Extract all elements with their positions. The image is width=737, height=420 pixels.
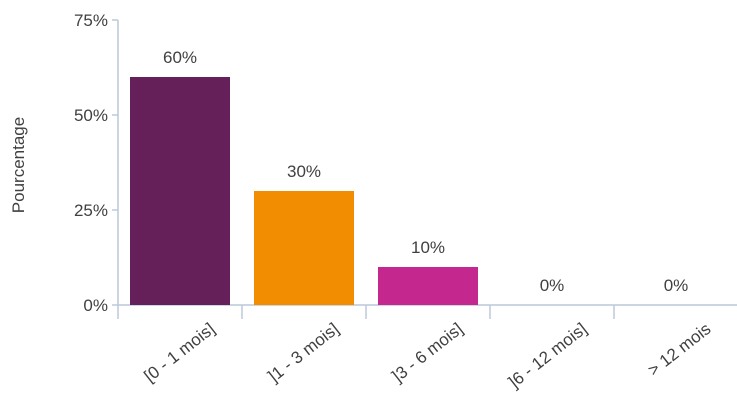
x-category-label: [0 - 1 mois] — [140, 319, 218, 386]
x-axis-labels: [0 - 1 mois] ]1 - 3 mois] ]3 - 6 mois] ]6 -… — [140, 319, 714, 392]
bar-value-label: 30% — [287, 162, 321, 181]
data-labels: 60% 30% 10% 0% 0% — [163, 48, 688, 295]
x-category-label: ]3 - 6 mois] — [388, 319, 466, 386]
bar-value-label: 0% — [664, 276, 689, 295]
x-category-label: ]6 - 12 mois] — [505, 319, 590, 392]
bar — [130, 77, 230, 305]
x-axis-ticks — [117, 305, 615, 319]
bars — [130, 77, 478, 305]
y-tick-label: 0% — [83, 296, 108, 315]
x-category-label: ]1 - 3 mois] — [264, 319, 342, 386]
bar — [378, 267, 478, 305]
x-category-label: > 12 mois — [644, 319, 714, 380]
bar — [254, 191, 354, 305]
y-tick-label: 75% — [74, 11, 108, 30]
bar-value-label: 10% — [411, 238, 445, 257]
bar-value-label: 0% — [540, 276, 565, 295]
y-tick-label: 25% — [74, 201, 108, 220]
y-axis-title: Pourcentage — [9, 117, 28, 213]
bar-value-label: 60% — [163, 48, 197, 67]
y-axis-ticks: 0% 25% 50% 75% — [74, 11, 118, 315]
y-tick-label: 50% — [74, 106, 108, 125]
